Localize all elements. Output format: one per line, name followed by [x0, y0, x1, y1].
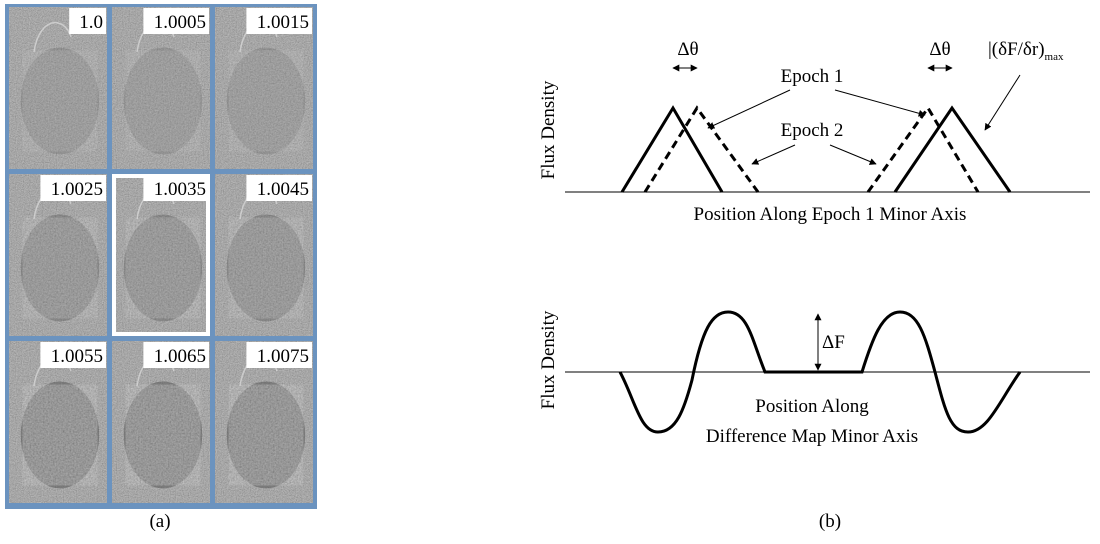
difference-curve [618, 310, 1022, 434]
gradient-label: |(δF/δr)max [988, 39, 1064, 63]
source-texture [125, 384, 201, 486]
image-tile: 1.0065 [112, 341, 210, 503]
caption-b: (b) [819, 511, 841, 532]
tile-label: 1.0 [79, 12, 103, 33]
epoch1-peak [893, 105, 1012, 193]
gradient-sub: max [1045, 51, 1064, 63]
tile-label: 1.0075 [257, 346, 309, 367]
arrow [751, 144, 796, 165]
epoch2-label: Epoch 2 [781, 120, 844, 141]
epoch1-label: Epoch 1 [781, 66, 844, 87]
caption-a: (a) [149, 511, 170, 532]
image-tile: 1.0035 [112, 174, 210, 336]
y-label: Flux Density [538, 80, 559, 179]
tile-label: 1.0005 [154, 12, 206, 33]
bottom-diagram: ΔF Flux Density Position Along Differenc… [538, 310, 1090, 447]
y-label: Flux Density [538, 310, 559, 409]
gradient-text: |(δF/δr) [988, 39, 1045, 60]
image-tile: 1.0005 [112, 7, 210, 169]
source-texture [125, 217, 201, 319]
tile-label: 1.0035 [154, 179, 206, 200]
delta-f: ΔF [822, 332, 845, 353]
delta-theta: Δθ [929, 39, 950, 60]
tile-label: 1.0045 [257, 179, 309, 200]
top-diagram: Δθ Δθ Epoch 1 Epoch 2 |(δF/δr)max Flux D… [538, 39, 1090, 225]
tile-label: 1.0025 [51, 179, 103, 200]
image-tile: 1.0025 [9, 174, 107, 336]
image-tile: 1.0 [9, 7, 107, 169]
image-tile: 1.0015 [215, 7, 313, 169]
source-texture [22, 384, 98, 486]
label-box [40, 342, 106, 368]
x-label: Position Along Epoch 1 Minor Axis [694, 204, 967, 225]
tile-grid: 1.0 1.0005 1.0015 1.0025 1.0035 1.0045 1.0055 1… [9, 7, 313, 503]
label-box [143, 8, 209, 34]
source-texture [228, 384, 304, 486]
tile-label: 1.0055 [51, 346, 103, 367]
epoch1-peak [620, 105, 724, 193]
image-tile: 1.0075 [215, 341, 313, 503]
label-box [246, 175, 312, 201]
label-box [40, 175, 106, 201]
label-box [143, 342, 209, 368]
source-texture [22, 50, 98, 152]
x-label: Difference Map Minor Axis [706, 426, 918, 447]
label-box [246, 8, 312, 34]
arrow [984, 74, 1021, 131]
arrow [707, 89, 791, 129]
label-box [143, 175, 209, 201]
source-texture [22, 217, 98, 319]
label-box [69, 8, 106, 34]
delta-theta: Δθ [677, 39, 698, 60]
x-label: Position Along [755, 396, 869, 417]
tile-label: 1.0015 [257, 12, 309, 33]
source-texture [228, 217, 304, 319]
tile-label: 1.0065 [154, 346, 206, 367]
source-texture [228, 50, 304, 152]
image-tile: 1.0045 [215, 174, 313, 336]
image-tile: 1.0055 [9, 341, 107, 503]
arrow [834, 89, 926, 117]
source-texture [125, 50, 201, 152]
epoch2-peak [643, 105, 760, 193]
label-box [246, 342, 312, 368]
source-lobe [33, 21, 72, 53]
arrow [829, 144, 877, 165]
